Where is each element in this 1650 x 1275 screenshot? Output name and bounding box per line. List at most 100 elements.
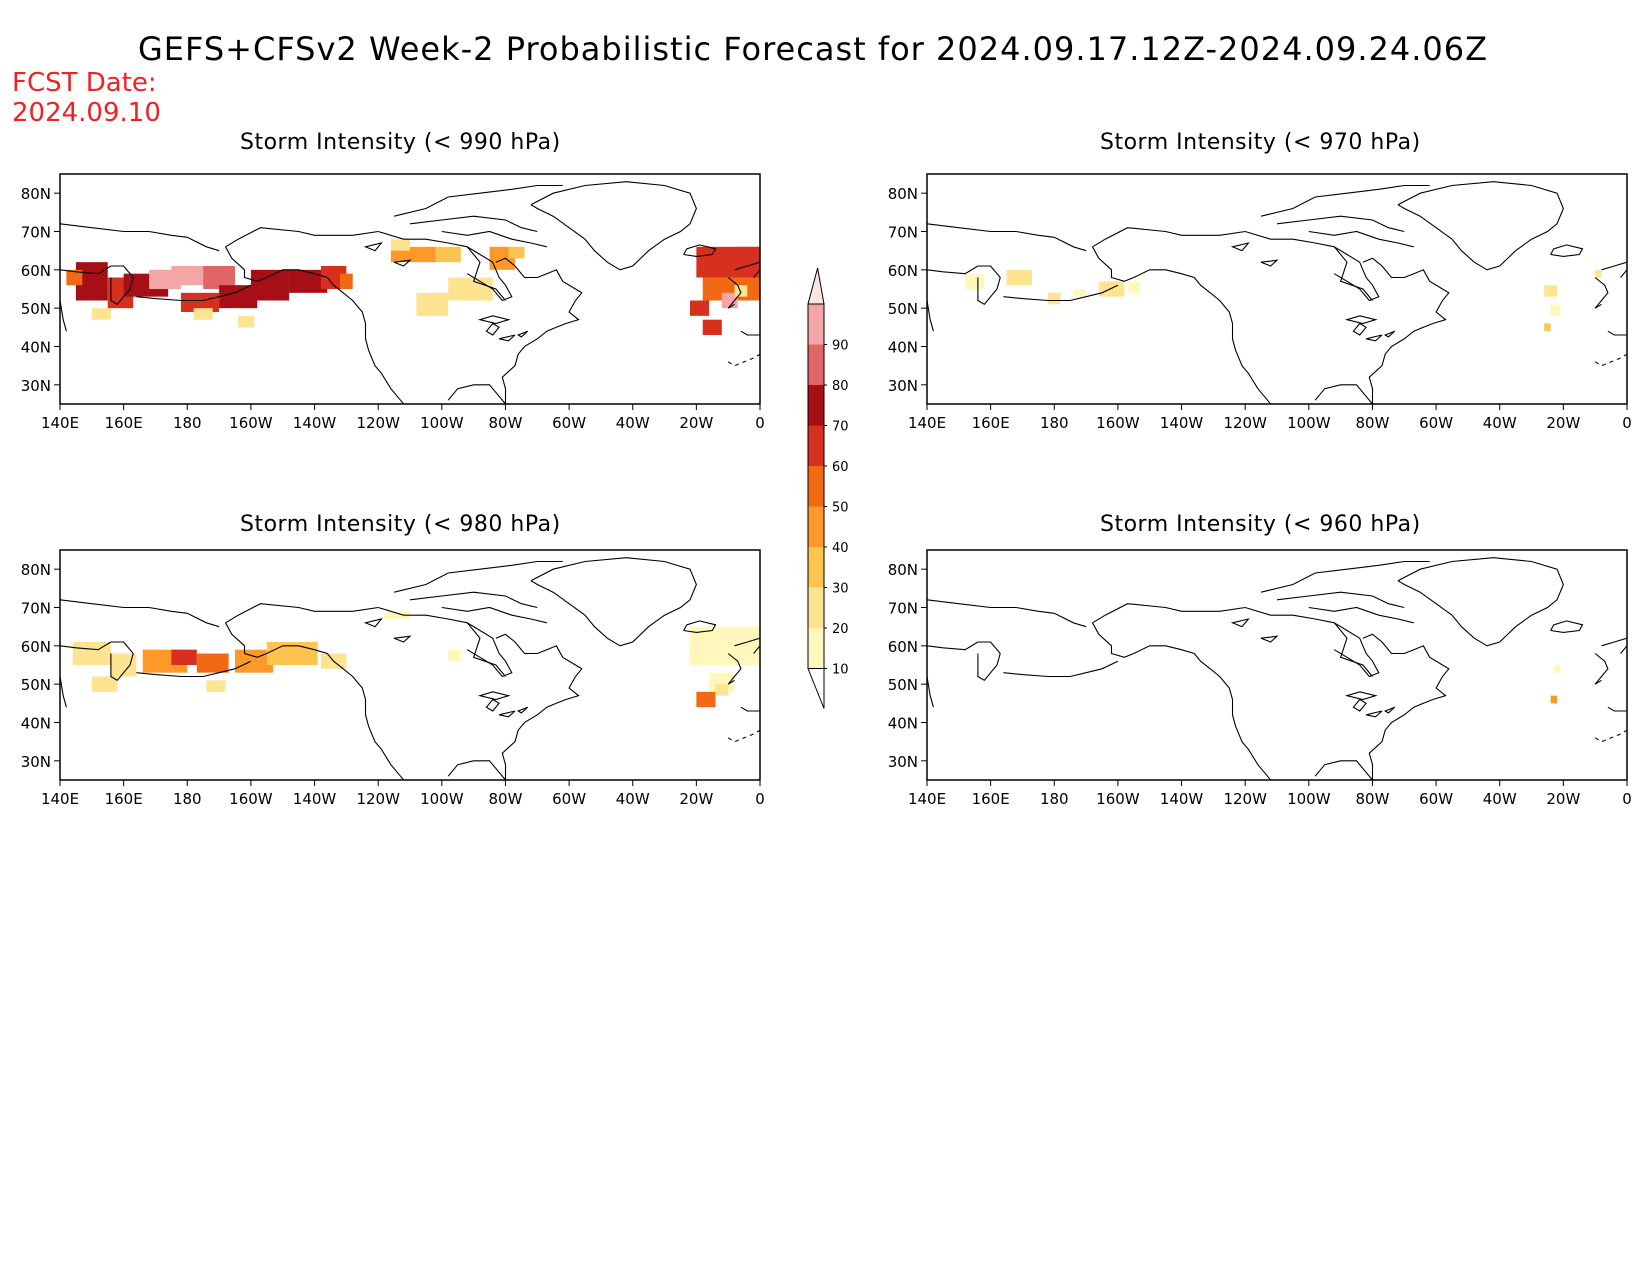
probability-cell xyxy=(238,315,255,328)
map-panel-p980: 140E 160E 180 160W 140W 120W 100W 80W 60W 40W 20W 0… xyxy=(21,549,765,808)
coastline-segment xyxy=(110,641,134,682)
probability-cell xyxy=(66,269,83,286)
probability-cell xyxy=(390,239,410,251)
lat-tick-label: 80N xyxy=(888,561,918,579)
coastline-segment xyxy=(467,622,513,678)
colorbar-segment xyxy=(808,344,824,385)
coastlines xyxy=(60,557,760,780)
coastline-segment xyxy=(1620,645,1627,654)
lon-tick-label: 160E xyxy=(972,414,1010,432)
lat-tick-label: 80N xyxy=(888,185,918,203)
coastline-segment xyxy=(225,227,506,301)
lat-tick-label: 40N xyxy=(888,715,918,733)
coastline-segment xyxy=(441,606,547,624)
coastline-segment xyxy=(409,591,538,609)
coastline-segment xyxy=(734,261,760,271)
coastline-segment xyxy=(1334,246,1380,302)
coastline-segment xyxy=(1260,184,1430,217)
coastline-segment xyxy=(727,729,760,743)
lon-tick-label: 140E xyxy=(41,790,79,808)
probability-cell xyxy=(1550,695,1557,704)
coastline-segment xyxy=(734,637,760,647)
lake-outline xyxy=(1352,322,1367,336)
coastline-segment xyxy=(1276,591,1405,609)
lon-tick-label: 100W xyxy=(420,790,464,808)
lat-tick-label: 80N xyxy=(21,561,51,579)
lon-tick-label: 20W xyxy=(679,414,713,432)
lon-tick-label: 40W xyxy=(616,790,650,808)
probability-cell xyxy=(91,676,118,692)
panel-title-960: Storm Intensity (< 960 hPa) xyxy=(1100,512,1421,537)
lon-tick-label: 160W xyxy=(229,414,273,432)
lake-outline xyxy=(363,618,383,628)
probability-cell xyxy=(193,308,213,320)
coastline-segment xyxy=(393,184,563,217)
colorbar-segment xyxy=(808,466,824,507)
colorbar-label: 10 xyxy=(832,663,849,678)
coastline-segment xyxy=(393,560,563,593)
coastline-segment xyxy=(1260,560,1430,593)
colorbar-segment xyxy=(808,506,824,547)
lon-tick-label: 80W xyxy=(1355,790,1389,808)
lon-tick-label: 140E xyxy=(908,414,946,432)
coastline-segment xyxy=(1308,230,1414,248)
lon-tick-label: 120W xyxy=(356,790,400,808)
lat-tick-label: 50N xyxy=(888,676,918,694)
coastline-segment xyxy=(447,633,583,780)
lake-outline xyxy=(1260,259,1279,267)
coastline-segment xyxy=(1092,246,1272,404)
lat-tick-label: 40N xyxy=(21,715,51,733)
lon-tick-label: 160W xyxy=(229,790,273,808)
panel-title-990: Storm Intensity (< 990 hPa) xyxy=(240,130,561,155)
coastline-segment xyxy=(927,641,979,651)
lon-tick-label: 60W xyxy=(1419,790,1453,808)
lake-outline xyxy=(1383,330,1396,338)
coastline-segment xyxy=(409,215,538,233)
coastline-segment xyxy=(60,641,112,651)
lat-tick-label: 30N xyxy=(21,753,51,771)
probability-cell xyxy=(171,649,197,665)
lake-outline xyxy=(1344,315,1378,325)
coastline-segment xyxy=(1550,620,1584,633)
probability-shading xyxy=(965,269,1602,332)
colorbar-label: 30 xyxy=(832,582,849,597)
lat-tick-label: 60N xyxy=(888,638,918,656)
coastline-segment xyxy=(1601,261,1627,271)
lat-tick-label: 60N xyxy=(21,262,51,280)
probability-cell xyxy=(1595,269,1602,278)
probability-cell xyxy=(206,680,226,692)
lon-tick-label: 80W xyxy=(488,790,522,808)
lat-tick-label: 70N xyxy=(21,224,51,242)
coastline-segment xyxy=(683,620,717,633)
lon-tick-label: 60W xyxy=(1419,414,1453,432)
lon-tick-label: 160E xyxy=(105,790,143,808)
lake-outline xyxy=(1260,635,1279,643)
lake-outline xyxy=(1344,691,1378,701)
lon-tick-label: 40W xyxy=(1483,790,1517,808)
lat-tick-label: 50N xyxy=(888,300,918,318)
coastline-segment xyxy=(753,269,760,278)
probability-cell xyxy=(110,653,137,677)
lon-tick-label: 120W xyxy=(356,414,400,432)
coastline-segment xyxy=(1594,353,1627,367)
probability-cell xyxy=(690,626,760,665)
lat-tick-label: 40N xyxy=(21,339,51,357)
coastline-segment xyxy=(60,223,220,252)
lon-tick-label: 140E xyxy=(908,790,946,808)
lake-outline xyxy=(498,710,516,718)
lon-tick-label: 140W xyxy=(293,414,337,432)
probability-cell xyxy=(690,300,710,316)
coastlines xyxy=(927,557,1627,780)
coastline-segment xyxy=(927,676,934,708)
coastline-segment xyxy=(1607,706,1627,712)
lake-outline xyxy=(485,698,500,712)
lon-tick-label: 140W xyxy=(1160,414,1204,432)
probability-cell xyxy=(696,691,716,708)
colorbar-segment xyxy=(808,587,824,628)
coastline-segment xyxy=(740,330,760,336)
lon-tick-label: 80W xyxy=(488,414,522,432)
panel-title-970: Storm Intensity (< 970 hPa) xyxy=(1100,130,1421,155)
colorbar-label: 50 xyxy=(832,501,849,516)
lon-tick-label: 0 xyxy=(1622,790,1632,808)
coastline-segment xyxy=(467,246,513,302)
